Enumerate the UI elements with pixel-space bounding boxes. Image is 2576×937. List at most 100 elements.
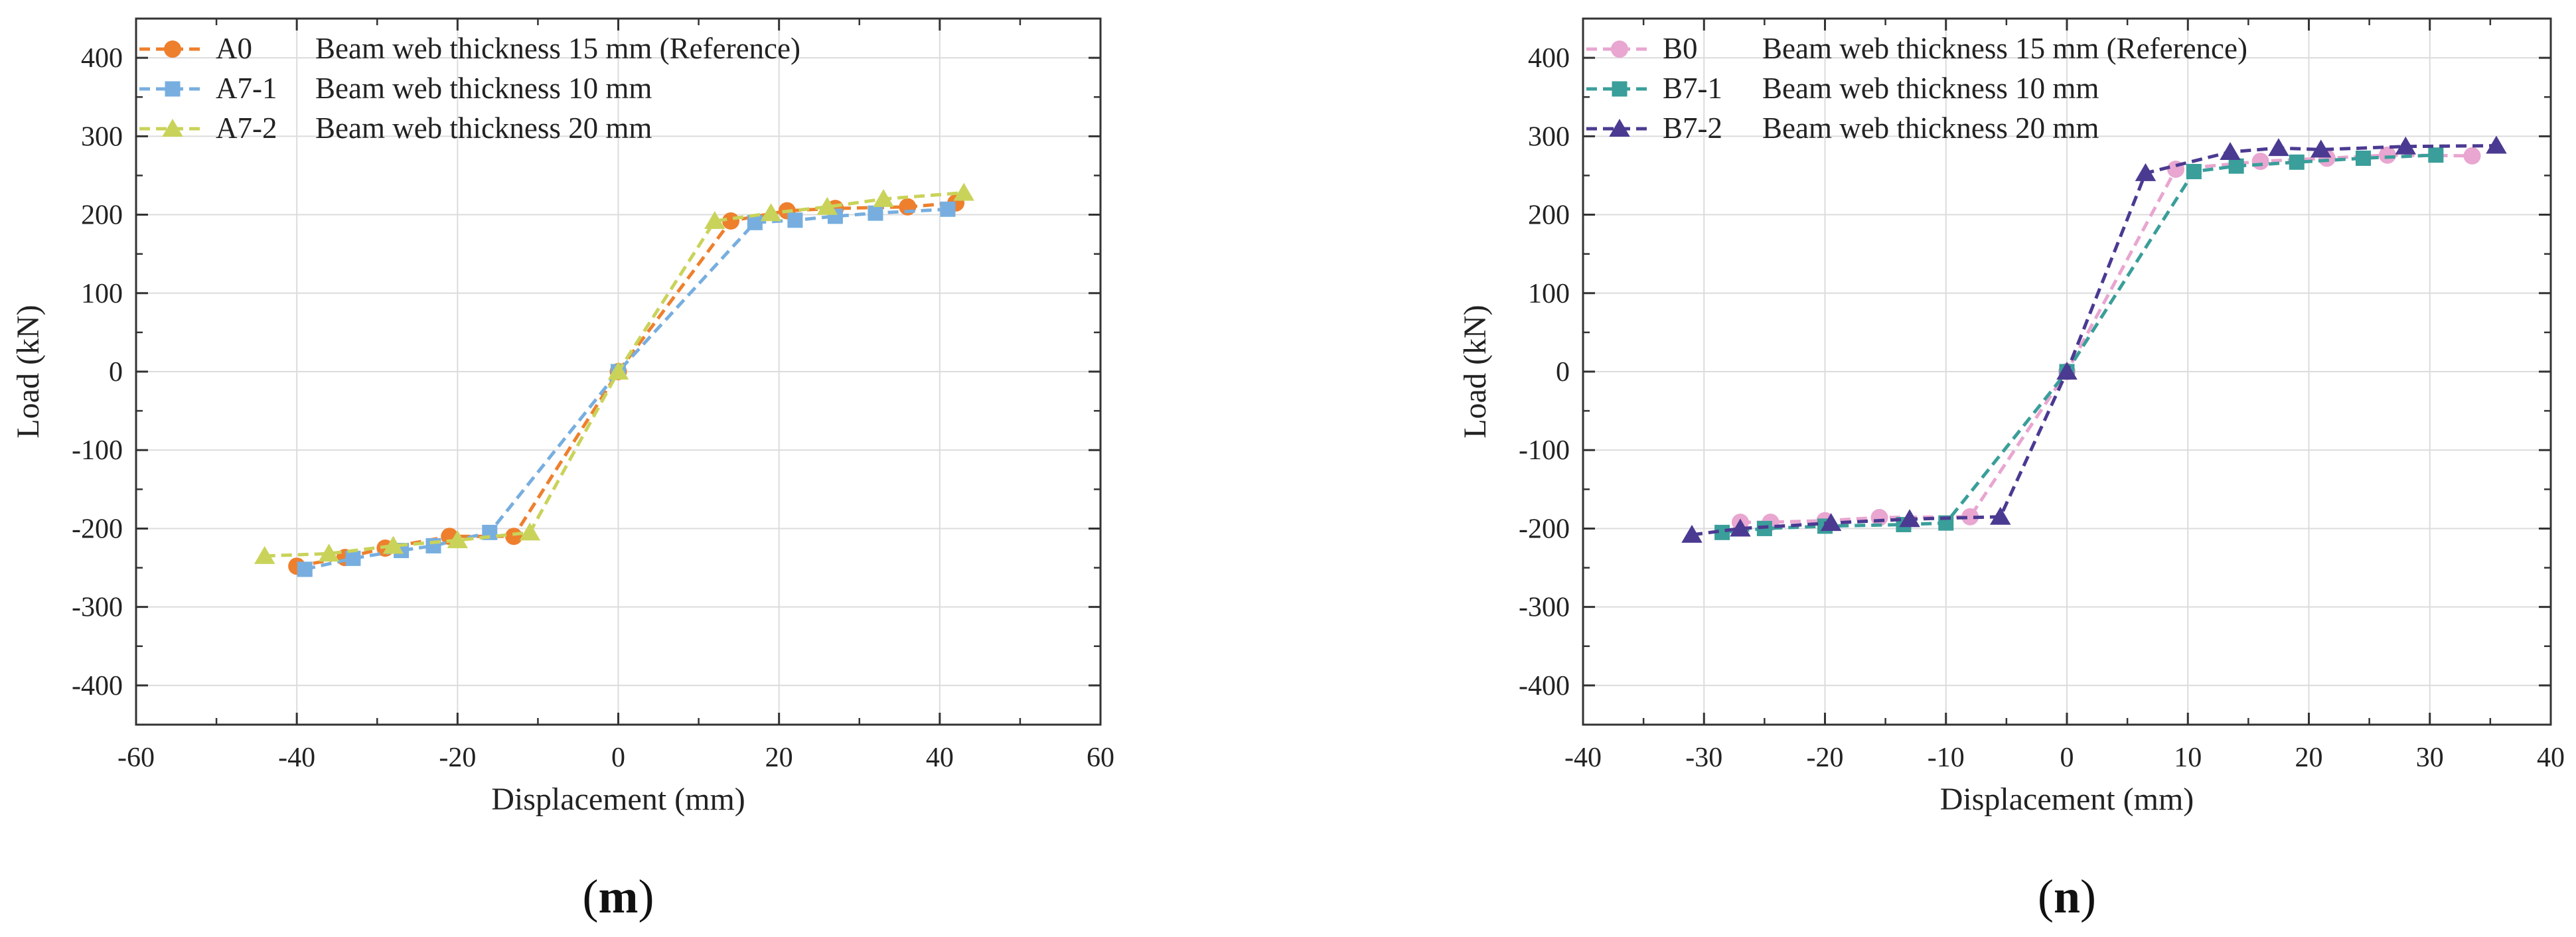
axis-ticks (135, 19, 1102, 725)
data-point (868, 205, 883, 221)
data-point (2268, 138, 2289, 157)
x-tick-label: -10 (1928, 743, 1965, 773)
data-point (1961, 508, 1979, 526)
chart-panel-m: -60 -40 -20 0 20 40 60-400-300-200-10001002003… (11, 17, 1114, 923)
y-tick-label: 100 (1528, 279, 1570, 309)
legend-series-description: Beam web thickness 15 mm (Reference) (315, 32, 800, 65)
x-tick-label: 40 (926, 743, 954, 773)
x-tick-label: -20 (1807, 743, 1844, 773)
panel-label-open: ( (2038, 870, 2054, 923)
data-point (2220, 141, 2241, 160)
x-tick-label: 20 (2295, 743, 2323, 773)
data-point (2428, 147, 2444, 163)
data-point (2228, 158, 2244, 174)
panel-label-letter: m (599, 870, 639, 923)
x-tick-label: 20 (765, 743, 793, 773)
x-tick-label: -60 (117, 743, 155, 773)
y-tick-label: -100 (72, 435, 123, 466)
y-tick-label: 300 (81, 121, 123, 152)
data-point (2186, 164, 2202, 180)
data-point (2395, 136, 2417, 155)
y-tick-label: 400 (81, 43, 123, 74)
y-tick-label: 400 (1528, 43, 1570, 74)
series-line-b7-2 (1691, 144, 2497, 537)
x-tick-label: -40 (1564, 743, 1602, 773)
legend-marker (164, 40, 181, 58)
legend-series-description: Beam web thickness 20 mm (315, 111, 652, 145)
legend-marker (1611, 40, 1628, 58)
data-point (519, 522, 541, 541)
y-tick-label: 0 (109, 357, 123, 388)
data-point (940, 201, 956, 217)
data-point (2135, 163, 2157, 181)
y-axis-title: Load (kN) (1458, 305, 1493, 438)
x-tick-label: -30 (1685, 743, 1722, 773)
series-line-a0 (296, 201, 956, 568)
legend-series-name: A7-2 (216, 111, 277, 145)
y-tick-label: -400 (1519, 671, 1570, 701)
series-line-b0 (1740, 153, 2472, 524)
panel-label-close: ) (638, 870, 654, 923)
data-point (254, 545, 275, 564)
legend-marker (1609, 119, 1630, 137)
series-a7-2 (254, 182, 974, 564)
data-point (2310, 139, 2332, 158)
y-tick-label: 200 (1528, 200, 1570, 231)
data-point (2056, 362, 2078, 380)
legend-series-name: A0 (216, 32, 252, 65)
x-tick-label: 40 (2537, 743, 2565, 773)
grid-lines (136, 19, 1100, 725)
legend-series-name: A7-1 (216, 72, 277, 105)
legend-series-description: Beam web thickness 15 mm (Reference) (1762, 32, 2247, 65)
data-point (760, 203, 782, 222)
x-tick-label: 10 (2174, 743, 2202, 773)
data-point (787, 212, 803, 228)
chart-panel-n: -40 -30 -20 -10 0 10 20 30 40-400-300-200-100010… (1458, 17, 2565, 923)
panel-label-letter: n (2054, 870, 2080, 923)
legend-marker (1612, 81, 1628, 97)
data-point (382, 536, 404, 554)
data-point (2356, 150, 2372, 166)
legend-series-name: B7-1 (1663, 72, 1722, 105)
x-tick-label: -40 (278, 743, 315, 773)
data-point (2486, 135, 2507, 154)
data-point (2378, 146, 2396, 164)
data-point (2289, 154, 2305, 170)
series-b7-2 (1681, 135, 2507, 543)
legend-series-name: B7-2 (1663, 111, 1722, 145)
data-point (345, 550, 361, 566)
axis-ticks (1582, 19, 2552, 725)
data-point (1730, 518, 1751, 537)
legend-series-description: Beam web thickness 10 mm (315, 72, 652, 105)
data-point (1681, 524, 1703, 543)
x-tick-label: 0 (2060, 743, 2074, 773)
x-tick-label: -20 (439, 743, 476, 773)
data-point (816, 196, 838, 215)
y-tick-label: 100 (81, 279, 123, 309)
y-tick-label: -300 (72, 593, 123, 623)
x-tick-label: 60 (1087, 743, 1114, 773)
y-tick-label: -200 (1519, 514, 1570, 544)
data-point (1714, 524, 1730, 540)
data-point (747, 214, 763, 230)
x-tick-label: 0 (611, 743, 625, 773)
data-point (607, 362, 629, 380)
x-axis-title: Displacement (mm) (491, 782, 745, 817)
series-a7-1 (297, 201, 956, 577)
data-point (704, 211, 725, 230)
series-b0 (1731, 146, 2481, 531)
data-point (297, 561, 313, 577)
x-tick-label: 30 (2416, 743, 2444, 773)
legend-marker (162, 119, 183, 137)
y-tick-label: 300 (1528, 121, 1570, 152)
data-point (1990, 506, 2011, 525)
legend-series-description: Beam web thickness 10 mm (1762, 72, 2099, 105)
data-point (953, 182, 974, 201)
data-point (447, 530, 469, 549)
legend-series-description: Beam web thickness 20 mm (1762, 111, 2099, 145)
panel-label: (m) (583, 870, 654, 923)
legend: B0 Beam web thickness 15 mm (Reference) B7… (1586, 32, 2247, 145)
y-tick-label: -400 (72, 671, 123, 701)
panel-label-close: ) (2080, 870, 2096, 923)
